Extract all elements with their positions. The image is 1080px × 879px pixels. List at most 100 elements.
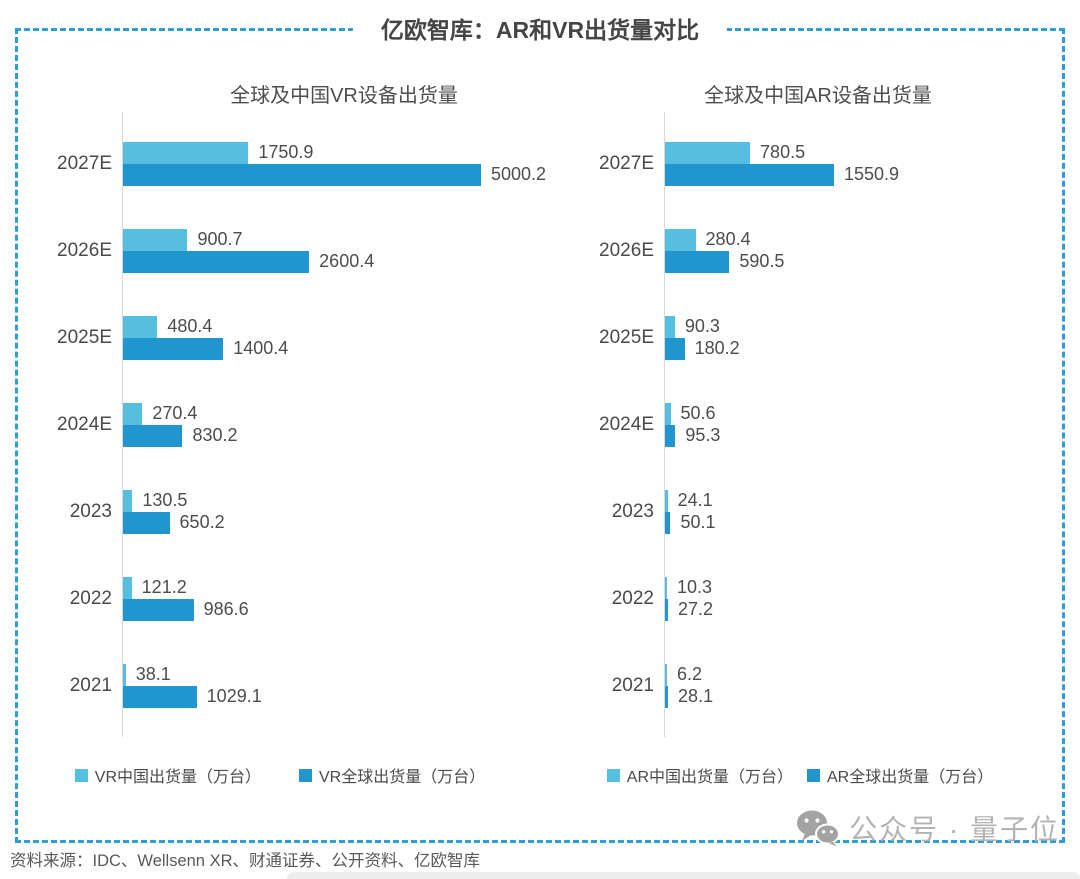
global-bar-segment — [123, 163, 481, 186]
legend-item-ar-global: AR全球出货量（万台） — [807, 763, 993, 787]
category-label: 2023 — [69, 500, 112, 522]
chart-row: 2023 24.1 50.1 — [540, 468, 1060, 555]
value-label: 24.1 — [677, 490, 713, 510]
bar-group: 270.4 830.2 — [123, 402, 540, 447]
china-bar-segment — [123, 402, 143, 425]
bar-group: 480.4 1400.4 — [123, 315, 540, 360]
china-bar-segment — [665, 489, 668, 512]
category-label: 2027E — [57, 152, 112, 174]
bar-group: 10.3 27.2 — [665, 576, 1060, 621]
charts-container: 全球及中国VR设备出货量 2027E 1750.9 5000.2 2026E 900.7… — [20, 80, 1060, 787]
chart-row: 2024E 270.4 830.2 — [20, 381, 540, 468]
bar-group: 38.1 1029.1 — [123, 663, 540, 708]
chart-row: 2025E 90.3 180.2 — [540, 294, 1060, 381]
value-label: 130.5 — [142, 490, 188, 510]
legend-swatch-ar-global — [807, 768, 820, 782]
value-label: 780.5 — [760, 142, 806, 162]
value-label: 121.2 — [141, 577, 187, 597]
china-bar-segment — [665, 576, 667, 599]
bar-group: 50.6 95.3 — [665, 402, 1060, 447]
ar-plot-area: 2027E 780.5 1550.9 2026E 280.4 590.5 2025E 90.3… — [540, 112, 1060, 737]
value-label: 830.2 — [192, 425, 238, 445]
value-label: 1400.4 — [233, 338, 289, 358]
value-label: 95.3 — [685, 425, 721, 445]
vr-chart-title: 全球及中国VR设备出货量 — [230, 85, 458, 107]
category-label: 2022 — [69, 587, 112, 609]
category-label: 2026E — [599, 239, 654, 261]
vr-legend: VR中国出货量（万台） VR全球出货量（万台） — [20, 763, 540, 787]
value-label: 5000.2 — [491, 164, 547, 184]
legend-swatch-vr-global — [299, 768, 312, 782]
legend-label-vr-global: VR全球出货量（万台） — [319, 769, 486, 786]
value-label: 1029.1 — [206, 686, 262, 706]
value-label: 650.2 — [179, 512, 225, 532]
value-label: 900.7 — [197, 229, 243, 249]
china-bar-segment — [665, 315, 675, 338]
bar-group: 900.7 2600.4 — [123, 228, 540, 273]
legend-item-ar-china: AR中国出货量（万台） — [606, 763, 793, 787]
value-label: 270.4 — [152, 403, 198, 423]
wechat-icon — [797, 810, 841, 847]
category-label: 2021 — [69, 674, 112, 696]
value-label: 280.4 — [705, 229, 751, 249]
page-title: 亿欧智库：AR和VR出货量对比 — [352, 12, 728, 48]
ar-chart-title: 全球及中国AR设备出货量 — [704, 85, 932, 107]
global-bar-segment — [123, 685, 197, 708]
global-bar-segment — [665, 424, 676, 447]
category-label: 2024E — [599, 413, 654, 435]
china-bar-segment — [665, 663, 667, 686]
value-label: 28.1 — [678, 686, 714, 706]
chart-row: 2021 38.1 1029.1 — [20, 642, 540, 729]
bar-group: 130.5 650.2 — [123, 489, 540, 534]
chart-row: 2027E 780.5 1550.9 — [540, 120, 1060, 207]
china-bar-segment — [123, 141, 249, 164]
legend-item-vr-global: VR全球出货量（万台） — [299, 763, 485, 787]
value-label: 50.6 — [680, 403, 716, 423]
china-bar-segment — [123, 315, 158, 338]
category-label: 2026E — [57, 239, 112, 261]
china-bar-segment — [123, 576, 132, 599]
bottom-card-edge — [287, 872, 1080, 879]
global-bar-segment — [123, 511, 170, 534]
legend-item-vr-china: VR中国出货量（万台） — [74, 763, 261, 787]
global-bar-segment — [123, 250, 310, 273]
chart-row: 2022 10.3 27.2 — [540, 555, 1060, 642]
global-bar-segment — [665, 163, 834, 186]
bar-group: 1750.9 5000.2 — [123, 141, 547, 186]
bar-group: 280.4 590.5 — [665, 228, 1060, 273]
chart-row: 2023 130.5 650.2 — [20, 468, 540, 555]
china-bar-segment — [665, 228, 696, 251]
legend-label-ar-global: AR全球出货量（万台） — [827, 769, 994, 786]
value-label: 1750.9 — [258, 142, 314, 162]
category-label: 2021 — [611, 674, 654, 696]
vr-plot-area: 2027E 1750.9 5000.2 2026E 900.7 2600.4 2025E 48… — [20, 112, 546, 737]
chart-row: 2022 121.2 986.6 — [20, 555, 540, 642]
value-label: 1550.9 — [844, 164, 900, 184]
vr-bar-rows: 2027E 1750.9 5000.2 2026E 900.7 2600.4 2025E 48… — [20, 120, 546, 729]
bar-group: 24.1 50.1 — [665, 489, 1060, 534]
value-label: 180.2 — [694, 338, 740, 358]
ar-legend: AR中国出货量（万台） AR全球出货量（万台） — [540, 763, 1060, 787]
china-bar-segment — [665, 402, 671, 425]
category-label: 2025E — [57, 326, 112, 348]
ar-bar-rows: 2027E 780.5 1550.9 2026E 280.4 590.5 2025E 90.3… — [540, 120, 1060, 729]
bar-group: 121.2 986.6 — [123, 576, 540, 621]
value-label: 90.3 — [684, 316, 720, 336]
china-bar-segment — [123, 663, 126, 686]
legend-swatch-vr-china — [74, 768, 88, 782]
bar-group: 90.3 180.2 — [665, 315, 1060, 360]
value-label: 38.1 — [135, 664, 171, 684]
value-label: 6.2 — [677, 664, 703, 684]
vr-chart-panel: 全球及中国VR设备出货量 2027E 1750.9 5000.2 2026E 900.7… — [20, 80, 546, 787]
global-bar-segment — [665, 685, 669, 708]
value-label: 986.6 — [203, 599, 249, 619]
chart-row: 2021 6.2 28.1 — [540, 642, 1060, 729]
value-label: 50.1 — [680, 512, 716, 532]
global-bar-segment — [123, 424, 183, 447]
chart-row: 2026E 900.7 2600.4 — [20, 207, 540, 294]
bar-group: 6.2 28.1 — [665, 663, 1060, 708]
value-label: 27.2 — [677, 599, 713, 619]
value-label: 480.4 — [167, 316, 213, 336]
data-source-note: 资料来源：IDC、Wellsenn XR、财通证券、公开资料、亿欧智库 — [10, 852, 480, 870]
china-bar-segment — [123, 228, 188, 251]
